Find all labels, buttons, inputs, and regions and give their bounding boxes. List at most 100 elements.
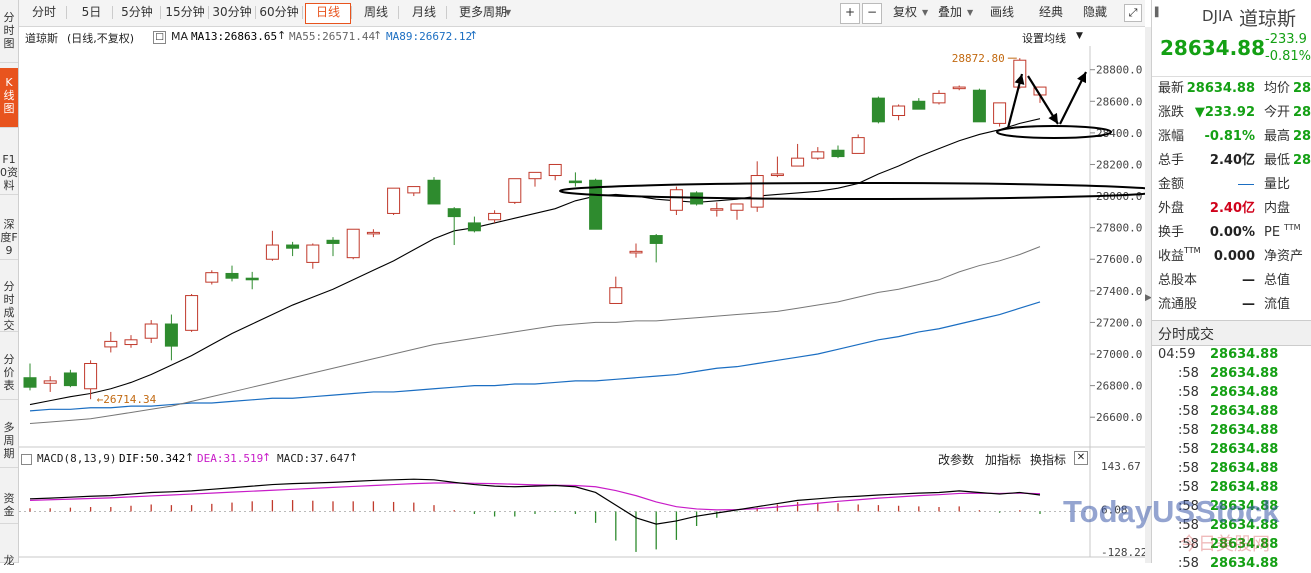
toolbar-button-2[interactable]: 画线: [989, 5, 1014, 19]
toolbar-button-0[interactable]: 复权: [892, 5, 917, 19]
left-nav-item-8[interactable]: 龙: [0, 546, 18, 567]
quote-stat-value: —: [1242, 273, 1255, 288]
period-tab-6[interactable]: 日线: [305, 3, 351, 24]
tick-row: :58 28634.88: [1152, 402, 1311, 421]
quote-stat-label-2: PE: [1264, 225, 1281, 240]
candle: [63, 369, 77, 388]
macd-switch-indicator-button[interactable]: 换指标: [1030, 453, 1067, 467]
period-tab-8[interactable]: 月线: [411, 5, 436, 19]
left-nav-item-5[interactable]: 分价表: [0, 345, 18, 400]
quote-stat-label-2: 流值: [1264, 297, 1291, 312]
macd-edit-params-button[interactable]: 改参数: [938, 453, 975, 467]
quote-header: ▌ DJIA 道琼斯 28634.88 -233.9 -0.81%: [1152, 0, 1311, 70]
candle: [528, 171, 542, 187]
quote-stat-value: 0.000: [1213, 249, 1255, 264]
candle: [912, 98, 926, 110]
left-nav-item-2[interactable]: F10资料: [0, 145, 18, 195]
candle: [43, 376, 57, 392]
macd-indicator-box[interactable]: [21, 454, 32, 465]
zoom-out-button[interactable]: −: [862, 3, 882, 24]
quote-stat-label: 总股本: [1158, 273, 1198, 288]
quote-stat-row: 换手 0.00% PE TTM: [1158, 221, 1311, 244]
chevron-down-icon: ▼: [1076, 31, 1083, 41]
macd-dif-line: [29, 478, 1041, 525]
quote-stat-value: —: [1242, 297, 1255, 312]
period-tab-0[interactable]: 分时: [31, 5, 56, 19]
hand-drawn-ellipse-top: [996, 125, 1112, 139]
period-tab-4[interactable]: 30分钟: [212, 5, 252, 19]
quote-stat-sup: TTM: [1184, 246, 1201, 255]
toolbar-button-3[interactable]: 经典: [1038, 5, 1063, 19]
collapse-handle-icon[interactable]: ▌: [1155, 8, 1162, 18]
quote-stat-label: 最新: [1158, 81, 1185, 96]
quote-stat-label-2: 均价: [1264, 81, 1291, 96]
close-icon[interactable]: ✕: [1074, 451, 1088, 465]
chevron-down-icon: ▼: [922, 8, 929, 17]
toolbar: 分时 5日 5分钟 15分钟 30分钟 60分钟 日线 周线 月线 更多周期 ▼ + − 复权 ▼ 叠加 ▼ 画线…: [19, 0, 1145, 27]
tick-row: :58 28634.88: [1152, 478, 1311, 497]
tick-row: :58 28634.88: [1152, 459, 1311, 478]
period-tab-2[interactable]: 5分钟: [121, 5, 153, 19]
macd-name: MACD(8,13,9): [37, 452, 117, 465]
candle: [508, 178, 522, 204]
watermark-text: TodayUSStock: [1063, 494, 1280, 529]
arrow-down-head: [1048, 112, 1058, 124]
candle: [993, 102, 1007, 127]
quote-stat-dash: [1238, 184, 1254, 185]
period-tab-1[interactable]: 5日: [81, 5, 102, 19]
quote-panel: ▌ DJIA 道琼斯 28634.88 -233.9 -0.81% 最新 2863…: [1151, 0, 1311, 571]
quote-stat-value: 0.00%: [1209, 225, 1255, 240]
left-nav-item-0[interactable]: 分时图: [0, 3, 18, 63]
y-tick-label: 27800.0: [1096, 222, 1142, 235]
tick-price: 28634.88: [1210, 480, 1279, 495]
period-tab-7[interactable]: 周线: [363, 5, 388, 19]
zoom-in-button[interactable]: +: [840, 3, 860, 24]
left-nav-item-7[interactable]: 资金: [0, 484, 18, 524]
left-nav-item-1[interactable]: K线图: [0, 68, 18, 128]
quote-stat-label-2: 净资产: [1264, 249, 1304, 264]
splitter-arrow-icon[interactable]: ▶: [1145, 293, 1152, 303]
quote-change: -233.9: [1265, 32, 1307, 47]
quote-stat-label-2: 今开: [1264, 105, 1291, 120]
tick-time: :58: [1178, 385, 1199, 400]
period-tab-5[interactable]: 60分钟: [259, 5, 299, 19]
low-annotation: ←26714.34: [97, 393, 157, 406]
period-tab-9[interactable]: 更多周期: [458, 5, 507, 19]
panel-splitter[interactable]: [1145, 27, 1151, 563]
tick-row: :58 28634.88: [1152, 421, 1311, 440]
tick-price: 28634.88: [1210, 366, 1279, 381]
tick-time: :58: [1178, 366, 1199, 381]
toolbar-button-1[interactable]: 叠加: [937, 5, 962, 19]
candle: [366, 229, 380, 238]
ma13-line: [29, 118, 1041, 406]
period-tab-3[interactable]: 15分钟: [165, 5, 205, 19]
quote-stats: 最新 28634.88 均价 28 涨跌 ▼233.92 今开 28 涨幅 -0.81% 最高 28 总…: [1152, 76, 1311, 317]
macd-add-indicator-button[interactable]: 加指标: [985, 453, 1022, 467]
tick-price: 28634.88: [1210, 404, 1279, 419]
left-nav-item-3[interactable]: 深度F9: [0, 210, 18, 260]
left-nav-item-4[interactable]: 分时成交: [0, 272, 18, 332]
legend-indicator-box[interactable]: □: [153, 31, 166, 44]
ticks-title: 分时成交: [1152, 320, 1311, 346]
y-tick-label: 27000.0: [1096, 348, 1142, 361]
candle: [831, 145, 845, 159]
period-separator: [398, 6, 399, 19]
candle: [609, 276, 623, 304]
macd-legend: MACD(8,13,9) DIF:50.342 ↑ DEA:31.519 ↑ M…: [19, 451, 1145, 467]
candle: [548, 163, 562, 181]
tick-row: :58 28634.88: [1152, 364, 1311, 383]
macd-y-tick-label: 143.67: [1101, 460, 1141, 473]
quote-stat-value-2: 28: [1293, 153, 1311, 168]
candle: [488, 210, 502, 223]
y-tick-label: 27200.0: [1096, 316, 1142, 329]
candle: [770, 156, 784, 178]
tick-price: 28634.88: [1210, 461, 1279, 476]
toolbar-button-4[interactable]: 隐藏: [1082, 5, 1107, 19]
candle: [649, 233, 663, 263]
ma-settings-button[interactable]: 设置均线: [1022, 32, 1066, 45]
tick-time: :58: [1178, 442, 1199, 457]
quote-stat-value-2: 28: [1293, 105, 1311, 120]
left-nav-item-6[interactable]: 多周期: [0, 413, 18, 468]
fullscreen-icon[interactable]: ⤢: [1124, 4, 1142, 22]
candle: [245, 271, 259, 290]
